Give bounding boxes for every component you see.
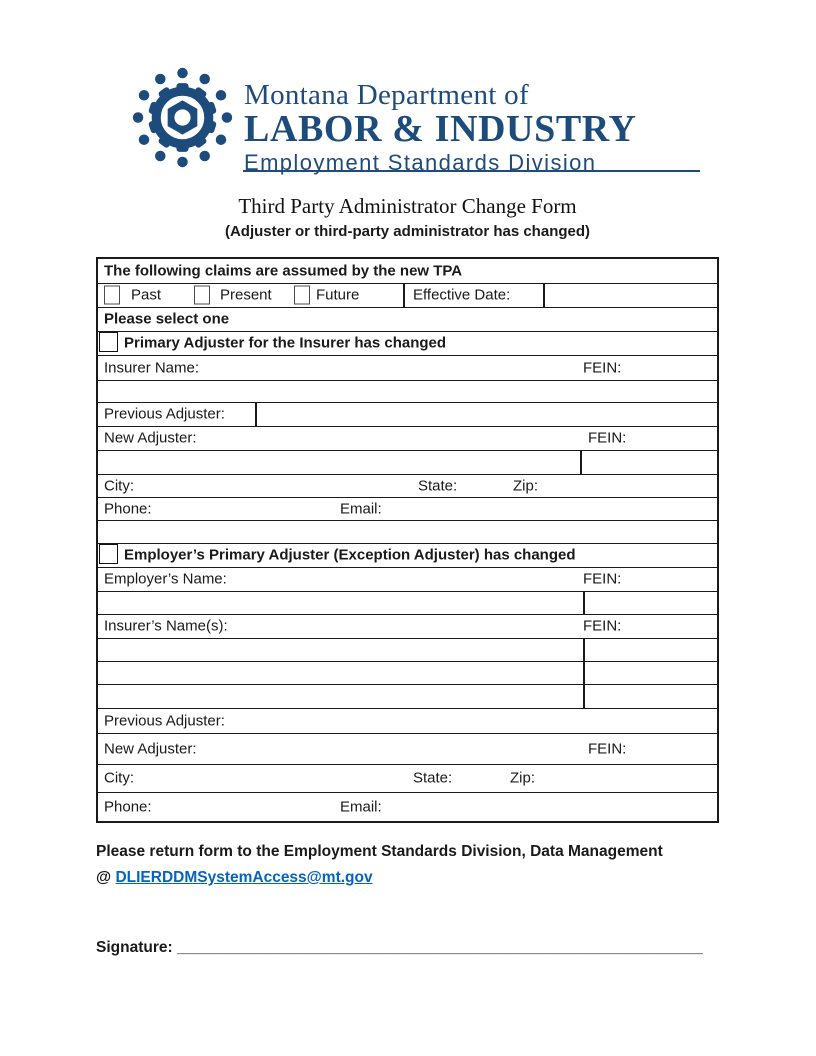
state-label: State: bbox=[413, 769, 453, 787]
claims-header-row: The following claims are assumed by the … bbox=[98, 259, 717, 284]
cell-divider bbox=[583, 661, 585, 684]
claims-options-row: Past Present Future Effective Date: bbox=[98, 283, 717, 308]
effective-date-label: Effective Date: bbox=[413, 286, 511, 304]
new-adjuster-field-row[interactable] bbox=[98, 450, 717, 475]
fein-label: FEIN: bbox=[588, 740, 627, 757]
cell-divider bbox=[255, 402, 257, 426]
insurer-name-label: Insurer Name: bbox=[104, 359, 200, 376]
cell-divider bbox=[403, 283, 405, 307]
city-state-zip-row-2: City: State: Zip: bbox=[98, 764, 717, 793]
cell-divider bbox=[583, 638, 585, 661]
section1-header-row: Primary Adjuster for the Insurer has cha… bbox=[98, 331, 717, 356]
division-line: Employment Standards Division bbox=[244, 150, 597, 175]
phone-label: Phone: bbox=[104, 798, 152, 815]
previous-adjuster-field[interactable] bbox=[257, 402, 717, 426]
phone-label: Phone: bbox=[104, 500, 152, 517]
zip-label: Zip: bbox=[513, 477, 539, 494]
new-adjuster-label: New Adjuster: bbox=[104, 740, 197, 757]
employer-name-label: Employer’s Name: bbox=[104, 570, 227, 588]
claims-header-label: The following claims are assumed by the … bbox=[104, 262, 463, 280]
email-link[interactable]: DLIERDDMSystemAccess@mt.gov bbox=[115, 869, 373, 886]
page-title: Third Party Administrator Change Form bbox=[238, 194, 577, 218]
insurers-names-row: Insurer’s Name(s): FEIN: bbox=[98, 614, 717, 639]
return-instructions: Please return form to the Employment Sta… bbox=[96, 843, 663, 861]
agency-name: LABOR & INDUSTRY bbox=[244, 108, 637, 150]
fein-label: FEIN: bbox=[583, 359, 622, 376]
insurer-name-field-row[interactable] bbox=[98, 380, 717, 403]
previous-adjuster-field-2[interactable] bbox=[248, 708, 717, 733]
header-rule bbox=[243, 170, 700, 172]
email-label: Email: bbox=[340, 798, 382, 815]
section1-header-label: Primary Adjuster for the Insurer has cha… bbox=[124, 334, 447, 352]
insurers-names-field-row[interactable] bbox=[98, 638, 717, 662]
email-label: Email: bbox=[340, 500, 382, 517]
signature-label: Signature: bbox=[96, 939, 173, 956]
exception-adjuster-checkbox[interactable] bbox=[99, 544, 118, 564]
fein-label: FEIN: bbox=[583, 617, 622, 635]
at-prefix: @ bbox=[96, 869, 112, 886]
effective-date-field[interactable] bbox=[545, 283, 717, 307]
previous-adjuster-row-2: Previous Adjuster: bbox=[98, 708, 717, 734]
cell-divider bbox=[583, 591, 585, 614]
phone-email-row-2: Phone: Email: bbox=[98, 792, 717, 821]
insurers-names-field-row[interactable] bbox=[98, 684, 717, 709]
zip-label: Zip: bbox=[510, 769, 536, 787]
primary-adjuster-checkbox[interactable] bbox=[99, 332, 118, 352]
future-checkbox[interactable] bbox=[294, 285, 310, 305]
cell-divider bbox=[543, 283, 545, 307]
fein-label: FEIN: bbox=[588, 429, 627, 447]
city-state-zip-row: City: State: Zip: bbox=[98, 474, 717, 498]
return-instructions-text: Please return form to the Employment Sta… bbox=[96, 843, 663, 860]
city-label: City: bbox=[104, 769, 134, 787]
agency-header: Montana Department of LABOR & INDUSTRY E… bbox=[244, 80, 637, 176]
previous-adjuster-label: Previous Adjuster: bbox=[104, 405, 225, 423]
page-subtitle: (Adjuster or third-party administrator h… bbox=[224, 223, 591, 240]
return-email-line: @ DLIERDDMSystemAccess@mt.gov bbox=[96, 869, 373, 887]
new-adjuster-row: New Adjuster: FEIN: bbox=[98, 426, 717, 451]
employer-name-field-row[interactable] bbox=[98, 591, 717, 615]
phone-field-2[interactable] bbox=[158, 792, 338, 821]
email-field-row[interactable] bbox=[98, 520, 717, 544]
city-label: City: bbox=[104, 477, 134, 494]
employer-name-row: Employer’s Name: FEIN: bbox=[98, 567, 717, 592]
insurers-names-label: Insurer’s Name(s): bbox=[104, 617, 228, 635]
cell-divider bbox=[580, 450, 582, 474]
future-label: Future bbox=[316, 286, 360, 304]
tpa-change-form-table: The following claims are assumed by the … bbox=[96, 257, 719, 823]
new-adjuster-label: New Adjuster: bbox=[104, 429, 197, 447]
signature-blank[interactable]: ________________________________________… bbox=[176, 939, 703, 956]
city-field-2[interactable] bbox=[143, 764, 411, 792]
insurer-name-row: Insurer Name: FEIN: bbox=[98, 355, 717, 381]
city-field[interactable] bbox=[143, 474, 413, 497]
select-one-label: Please select one bbox=[104, 310, 230, 328]
select-one-row: Please select one bbox=[98, 307, 717, 332]
signature-row: Signature: _____________________________… bbox=[96, 939, 703, 957]
state-label: State: bbox=[418, 477, 458, 494]
phone-field[interactable] bbox=[158, 497, 338, 520]
previous-adjuster-row: Previous Adjuster: bbox=[98, 402, 717, 427]
gear-nut-emblem-icon bbox=[132, 67, 233, 168]
insurers-names-field-row[interactable] bbox=[98, 661, 717, 685]
fein-label: FEIN: bbox=[583, 570, 622, 588]
phone-email-row: Phone: Email: bbox=[98, 497, 717, 521]
previous-adjuster-label: Previous Adjuster: bbox=[104, 712, 225, 729]
section2-header-label: Employer’s Primary Adjuster (Exception A… bbox=[124, 546, 576, 564]
past-label: Past bbox=[131, 286, 162, 304]
new-adjuster-row-2: New Adjuster: FEIN: bbox=[98, 733, 717, 765]
past-checkbox[interactable] bbox=[104, 285, 120, 305]
present-label: Present bbox=[220, 286, 272, 304]
section2-header-row: Employer’s Primary Adjuster (Exception A… bbox=[98, 543, 717, 568]
present-checkbox[interactable] bbox=[194, 285, 210, 305]
dept-line: Montana Department of bbox=[244, 79, 529, 111]
cell-divider bbox=[583, 684, 585, 708]
